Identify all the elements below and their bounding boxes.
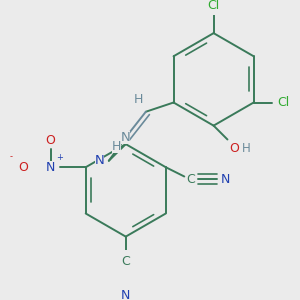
Text: H: H xyxy=(242,142,250,155)
Text: H: H xyxy=(134,93,143,106)
Text: O: O xyxy=(229,142,239,155)
Text: N: N xyxy=(121,289,130,300)
Text: O: O xyxy=(46,134,56,147)
Text: Cl: Cl xyxy=(208,0,220,12)
Text: Cl: Cl xyxy=(277,96,289,109)
Text: H: H xyxy=(112,140,121,153)
Text: N: N xyxy=(220,173,230,186)
Text: C: C xyxy=(186,173,195,186)
Text: -: - xyxy=(9,153,12,162)
Text: +: + xyxy=(56,153,63,162)
Text: N: N xyxy=(121,131,130,144)
Text: C: C xyxy=(122,255,130,268)
Text: N: N xyxy=(95,154,104,167)
Text: N: N xyxy=(46,161,55,174)
Text: O: O xyxy=(18,161,28,174)
